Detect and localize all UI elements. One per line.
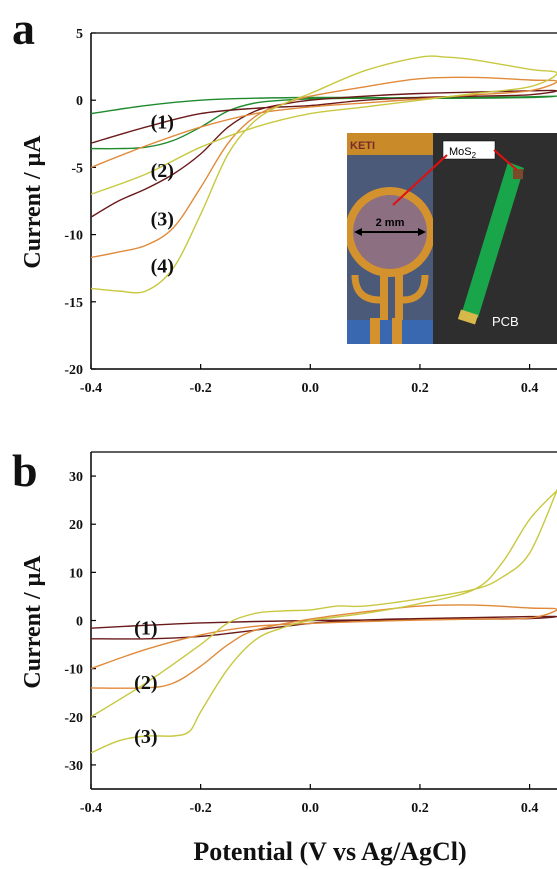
panel-a-y-tick-label: 0 (76, 94, 83, 109)
panel-a-plot: 5 0 -5 -10 -15 -20 -0.4 -0.2 0.0 0.2 0.4 (64, 27, 557, 396)
panel-a-x-tick-label: 0.4 (521, 381, 539, 396)
electrode-top-strip (347, 133, 433, 155)
electrode-trace-1 (380, 275, 388, 330)
panel-a-series-line-2 (91, 89, 557, 218)
panel-a-curve-label-1: (1) (151, 112, 174, 134)
mos2-pointer-left (392, 154, 448, 206)
panel-a-y-tick-label: -10 (64, 229, 83, 244)
electrode-pad-area (347, 320, 433, 344)
panel-b-x-tick-label: 0.4 (521, 801, 539, 816)
panel-b-curve-label-3: (3) (134, 726, 157, 748)
panel-a-y-tick-label: -20 (64, 363, 83, 378)
mos2-callout-label: MoS2 (449, 146, 477, 160)
pcb-sensor-chip (513, 169, 523, 179)
panel-a-series-line-1 (91, 95, 557, 150)
pcb-strip (462, 162, 524, 318)
panel-a-x-tick-label: 0.0 (302, 381, 320, 396)
panel-b-x-tick-label: 0.0 (302, 801, 320, 816)
panel-b-series (91, 488, 557, 754)
panel-b-plot: 30 20 10 0 -10 -20 -30 -0.4 -0.2 0.0 0.2 0.4 (1) (2)… (64, 451, 557, 816)
panel-a-curve-label-4: (4) (151, 256, 174, 278)
panel-a-series (91, 55, 557, 294)
panel-b-x-tick-label: 0.2 (411, 801, 429, 816)
panel-b-curve-label-2: (2) (134, 672, 157, 694)
y-axis-label-a: Current / μA (20, 135, 46, 269)
panel-b-y-tick-label: -30 (64, 759, 83, 774)
panel-a-y-tick-label: 5 (76, 27, 83, 42)
panel-b-y-tick-label: 20 (69, 518, 83, 533)
panel-a-curve-labels: (1) (2) (3) (4) (151, 112, 174, 278)
mos2-label-prefix: MoS (449, 146, 472, 158)
panel-b-series-line-3 (91, 488, 557, 754)
y-axis-label-b: Current / μA (20, 555, 46, 689)
mos2-pointer-right (493, 149, 518, 171)
panel-a-curve-label-3: (3) (151, 208, 174, 230)
scale-label: 2 mm (376, 217, 405, 229)
scale-arrow-right-head (418, 228, 426, 236)
electrode-trace-2 (395, 275, 403, 330)
panel-label-b: b (12, 445, 38, 496)
x-axis-label: Potential (V vs Ag/AgCl) (193, 837, 466, 866)
panel-b-y-tick-label: 0 (76, 615, 83, 630)
panel-b-y-tick-label: 30 (69, 470, 83, 485)
panel-a-series-line-4 (91, 55, 557, 294)
pcb-label: PCB (492, 314, 519, 329)
panel-b-y-tick-label: 10 (69, 566, 83, 581)
panel-b-series-line-1 (91, 615, 557, 640)
electrode-pad-2 (392, 318, 402, 344)
electrode-arc-right (402, 274, 429, 304)
pcb-contact-pads (457, 309, 479, 325)
panel-a-x-tick-label: -0.2 (190, 381, 212, 396)
panel-b-y-tick-label: -10 (64, 663, 83, 678)
panel-b-curve-label-1: (1) (134, 618, 157, 640)
scale-arrow-left-head (354, 228, 362, 236)
panel-a-curve-label-2: (2) (151, 160, 174, 182)
panel-b-axes: 30 20 10 0 -10 -20 -30 -0.4 -0.2 0.0 0.2 0.4 (64, 451, 557, 816)
panel-b-x-tick-label: -0.4 (80, 801, 102, 816)
panel-a-series-line-3 (91, 76, 557, 259)
keti-logo-text: KETI (350, 140, 375, 152)
mos2-label-subscript: 2 (472, 151, 477, 160)
panel-a-y-tick-label: -15 (64, 296, 83, 311)
panel-label-a: a (12, 3, 35, 54)
panel-b-curve-labels: (1) (2) (3) (134, 618, 157, 748)
panel-a-y-tick-label: -5 (71, 161, 83, 176)
panel-b-x-tick-label: -0.2 (190, 801, 212, 816)
inset-photo: 2 mm KETI PCB MoS2 (347, 133, 557, 344)
panel-b-y-tick-label: -20 (64, 711, 83, 726)
panel-a-x-tick-label: -0.4 (80, 381, 102, 396)
panel-b-series-line-2 (91, 604, 557, 689)
electrode-pad-1 (370, 318, 380, 344)
panel-a-axes: 5 0 -5 -10 -15 -20 -0.4 -0.2 0.0 0.2 0.4 (64, 27, 557, 396)
panel-a-x-tick-label: 0.2 (411, 381, 429, 396)
electrode-arc-left (351, 274, 381, 304)
